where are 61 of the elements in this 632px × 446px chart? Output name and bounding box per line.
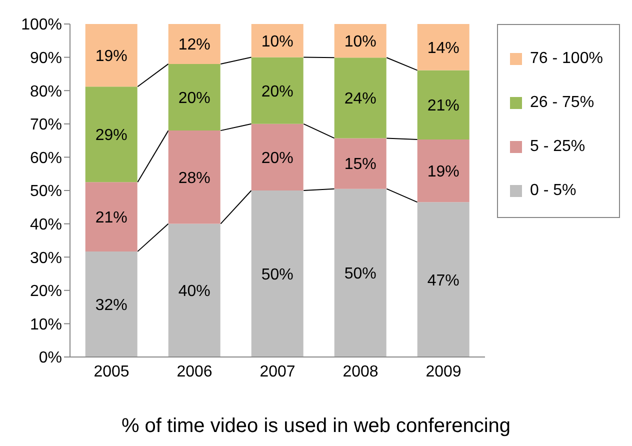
bar	[251, 57, 304, 124]
bar	[417, 24, 470, 70]
legend-label: 5 - 25%	[530, 138, 586, 156]
data-label: 10%	[344, 33, 376, 50]
data-label: 12%	[178, 36, 210, 54]
bar	[168, 224, 220, 357]
x-tick-label: 2007	[260, 363, 296, 380]
bar	[85, 86, 138, 182]
data-label: 50%	[344, 266, 376, 283]
x-tick-label: 2006	[176, 363, 212, 380]
x-tick-label: 2008	[342, 363, 378, 380]
data-label: 47%	[427, 272, 460, 290]
data-label: 19%	[95, 48, 128, 65]
data-label: 19%	[427, 164, 460, 181]
bar	[417, 70, 470, 140]
bar	[168, 24, 220, 64]
data-label: 15%	[344, 156, 376, 174]
bar	[417, 202, 470, 357]
data-label: 20%	[261, 150, 294, 167]
bar	[417, 140, 470, 202]
x-axis-title: % of time video is used in web conferencing	[120, 415, 512, 438]
y-tick-label: 30%	[30, 250, 62, 267]
x-tick-label: 2005	[94, 363, 130, 380]
legend-label: 76 - 100%	[530, 50, 603, 68]
bar	[334, 58, 386, 138]
data-label: 10%	[261, 33, 294, 50]
bar	[334, 24, 386, 58]
data-label: 14%	[427, 40, 460, 57]
legend-label: 0 - 5%	[530, 182, 576, 200]
y-tick-label: 50%	[30, 183, 62, 200]
bar	[168, 130, 220, 224]
y-tick-label: 40%	[30, 216, 62, 234]
bar	[334, 138, 386, 189]
bar	[168, 64, 220, 131]
data-label: 29%	[95, 127, 128, 144]
y-tick-label: 60%	[30, 150, 62, 167]
bar	[85, 182, 138, 252]
data-label: 24%	[344, 90, 376, 108]
data-label: 20%	[178, 90, 210, 107]
y-tick-label: 70%	[30, 116, 62, 134]
bar	[251, 190, 304, 357]
data-label: 21%	[427, 98, 460, 115]
y-tick-label: 0%	[38, 350, 62, 367]
data-label: 28%	[178, 170, 210, 187]
x-tick-label: 2009	[426, 363, 462, 380]
data-label: 40%	[178, 283, 210, 300]
y-tick-label: 80%	[30, 83, 62, 100]
data-label: 50%	[261, 266, 294, 284]
data-label: 32%	[95, 296, 128, 314]
bar	[251, 124, 304, 190]
data-label: 20%	[261, 83, 294, 100]
bar	[334, 188, 386, 357]
bar	[85, 251, 138, 357]
data-label: 21%	[95, 209, 128, 226]
bar	[251, 24, 304, 58]
legend-label: 26 - 75%	[530, 94, 594, 112]
y-tick-label: 10%	[30, 316, 62, 334]
bar	[85, 24, 138, 87]
y-tick-label: 20%	[30, 283, 62, 300]
y-tick-label: 90%	[30, 50, 62, 67]
y-tick-label: 100%	[21, 16, 62, 34]
